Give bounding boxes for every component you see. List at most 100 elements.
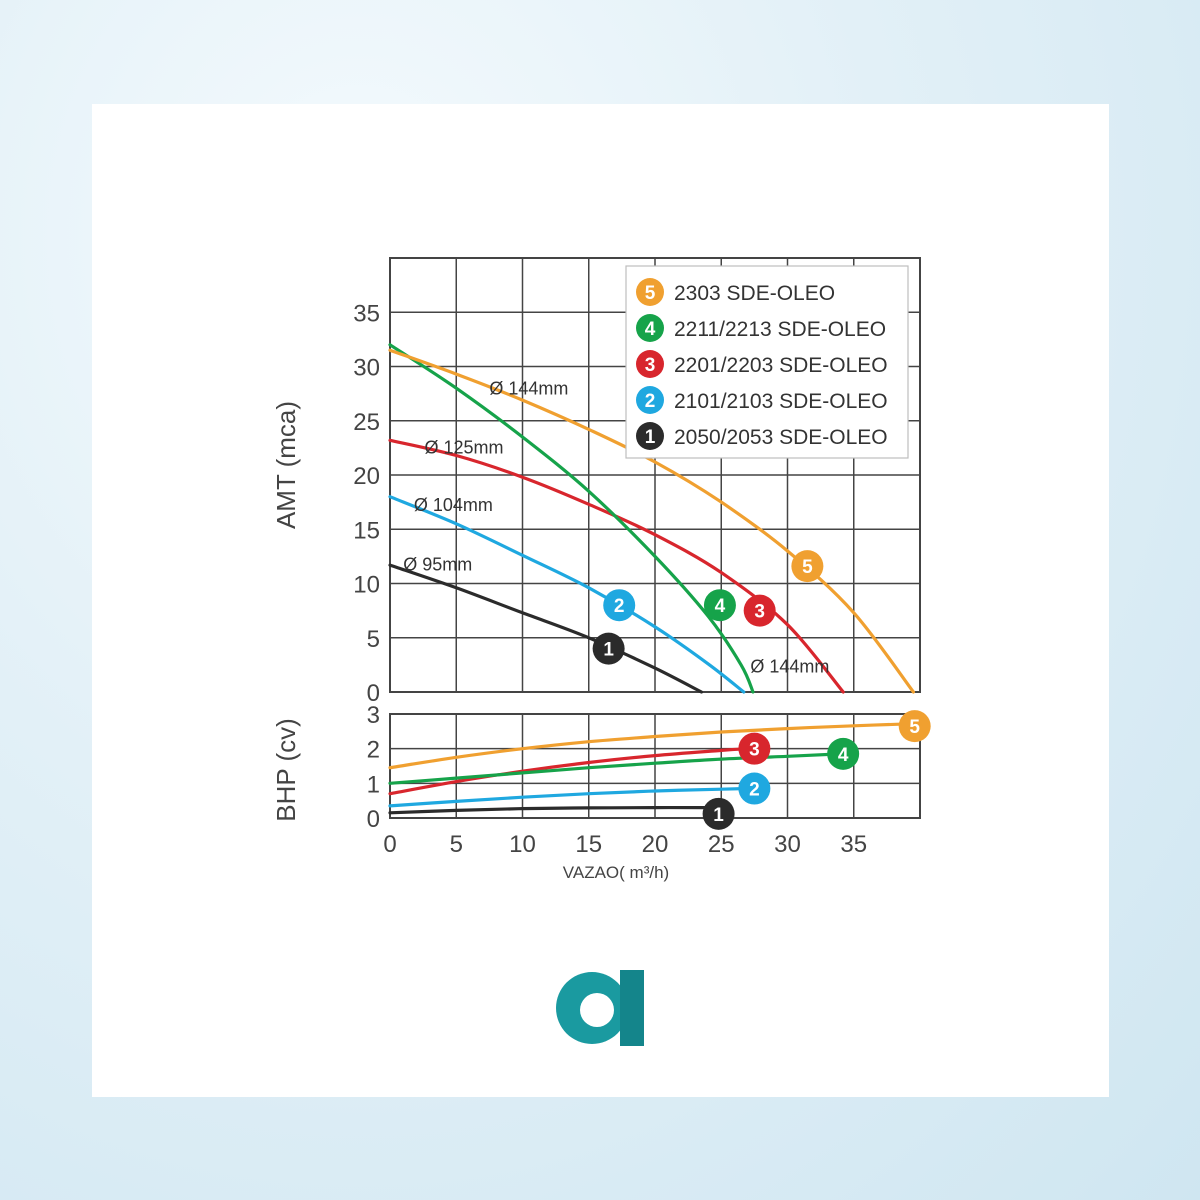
x-tick: 10 (509, 831, 536, 858)
diameter-annotation: Ø 125mm (424, 437, 503, 457)
amt-y-tick: 20 (353, 463, 380, 490)
logo-hole (580, 993, 614, 1027)
bhp-marker-1: 1 (702, 797, 735, 830)
amt-marker-2: 2 (603, 589, 636, 622)
legend-dot (636, 350, 664, 378)
legend-marker: 1 (645, 427, 656, 448)
series-markers: 1 2 3 4 5 1 2 3 4 5 (592, 550, 931, 830)
legend-entry-3: 3 2201/2203 SDE-OLEO (636, 350, 888, 378)
diameter-annotation: Ø 104mm (414, 495, 493, 515)
amt-y-tick: 0 (367, 680, 380, 707)
legend-label: 2050/2053 SDE-OLEO (674, 426, 888, 449)
bhp-y-tick: 3 (367, 702, 380, 729)
amt-curve-2 (388, 495, 746, 694)
legend-entry-1: 1 2050/2053 SDE-OLEO (636, 422, 888, 450)
amt-marker-2-label: 2 (614, 596, 625, 617)
amt-marker-5-dot (791, 550, 824, 583)
amt-marker-3-label: 3 (754, 602, 765, 623)
legend-dot (636, 386, 664, 414)
legend-dot (636, 314, 664, 342)
amt-curve-5 (388, 348, 915, 694)
amt-axis-title: AMT (mca) (271, 401, 301, 529)
amt-marker-4: 4 (703, 589, 736, 622)
bhp-marker-4-dot (827, 737, 860, 770)
amt-marker-1-dot (592, 632, 625, 665)
amt-marker-3: 3 (743, 594, 776, 627)
legend-marker: 5 (645, 283, 656, 304)
x-tick: 15 (575, 831, 602, 858)
amt-marker-1-label: 1 (603, 640, 614, 661)
amt-y-tick: 10 (353, 572, 380, 599)
chart-card (92, 104, 1109, 1097)
amt-marker-5-label: 5 (802, 557, 813, 578)
brand-logo-icon (556, 970, 644, 1046)
amt-y-tick: 25 (353, 409, 380, 436)
legend-marker: 2 (645, 391, 656, 412)
bhp-marker-3-dot (738, 732, 771, 765)
amt-curve-1 (388, 563, 703, 694)
legend-label: 2211/2213 SDE-OLEO (674, 318, 886, 341)
amt-marker-2-dot (603, 589, 636, 622)
bhp-grid-frame (389, 713, 921, 819)
amt-curve-4 (388, 343, 755, 694)
legend-entry-5: 5 2303 SDE-OLEO (636, 278, 835, 306)
bhp-marker-3-label: 3 (749, 740, 760, 761)
bhp-y-tick: 1 (367, 771, 380, 798)
legend-box (625, 265, 909, 459)
bhp-curves (388, 722, 915, 815)
x-tick: 5 (450, 831, 463, 858)
diameter-annotation: Ø 144mm (489, 379, 568, 399)
legend-entry-4: 4 2211/2213 SDE-OLEO (636, 314, 886, 342)
logo-stem (620, 970, 644, 1046)
amt-y-tick: 5 (367, 626, 380, 653)
bhp-curve-3 (388, 747, 750, 796)
legend-dot (636, 278, 664, 306)
x-tick: 30 (774, 831, 801, 858)
bhp-curve-2 (388, 786, 750, 808)
bhp-curve-1 (388, 805, 710, 815)
legend-label: 2303 SDE-OLEO (674, 282, 835, 305)
annotations: Ø 144mm Ø 125mm Ø 104mm Ø 95mm Ø 144mm (403, 379, 829, 677)
bhp-marker-5: 5 (898, 710, 931, 743)
amt-marker-3-dot (743, 594, 776, 627)
bhp-y-ticks: 0 1 2 3 (367, 702, 380, 833)
bhp-marker-2-dot (738, 772, 771, 805)
bhp-marker-4-label: 4 (838, 745, 849, 766)
diameter-annotation: Ø 95mm (403, 554, 472, 574)
amt-curve-3 (388, 438, 845, 694)
amt-marker-4-dot (703, 589, 736, 622)
bhp-curve-4 (388, 752, 843, 785)
bhp-y-tick: 2 (367, 737, 380, 764)
legend-dot (636, 422, 664, 450)
x-ticks: 0 5 10 15 20 25 30 35 (383, 831, 867, 858)
bhp-marker-3: 3 (738, 732, 771, 765)
bhp-marker-1-label: 1 (713, 805, 724, 826)
legend-marker: 4 (645, 319, 656, 340)
bhp-axis-title: BHP (cv) (271, 718, 301, 822)
legend-label: 2101/2103 SDE-OLEO (674, 390, 888, 413)
x-tick: 20 (642, 831, 669, 858)
amt-y-ticks: 0 5 10 15 20 25 30 35 (353, 300, 380, 707)
legend-entry-2: 2 2101/2103 SDE-OLEO (636, 386, 888, 414)
bhp-marker-2: 2 (738, 772, 771, 805)
bhp-marker-5-dot (898, 710, 931, 743)
amt-grid-frame (389, 257, 921, 693)
x-tick: 0 (383, 831, 396, 858)
amt-marker-5: 5 (791, 550, 824, 583)
bhp-marker-4: 4 (827, 737, 860, 770)
legend: 5 2303 SDE-OLEO 4 2211/2213 SDE-OLEO 3 2201/2… (625, 265, 909, 459)
bhp-y-tick: 0 (367, 806, 380, 833)
legend-marker: 3 (645, 355, 656, 376)
amt-y-tick: 15 (353, 517, 380, 544)
amt-marker-4-label: 4 (715, 596, 726, 617)
bhp-marker-5-label: 5 (909, 717, 920, 738)
amt-curves (388, 343, 915, 694)
bhp-marker-2-label: 2 (749, 780, 760, 801)
amt-y-tick: 35 (353, 300, 380, 327)
x-axis-title: VAZAO( m³/h) (563, 863, 669, 882)
legend-label: 2201/2203 SDE-OLEO (674, 354, 888, 377)
amt-marker-1: 1 (592, 632, 625, 665)
diameter-annotation: Ø 144mm (750, 656, 829, 676)
bhp-marker-1-dot (702, 797, 735, 830)
